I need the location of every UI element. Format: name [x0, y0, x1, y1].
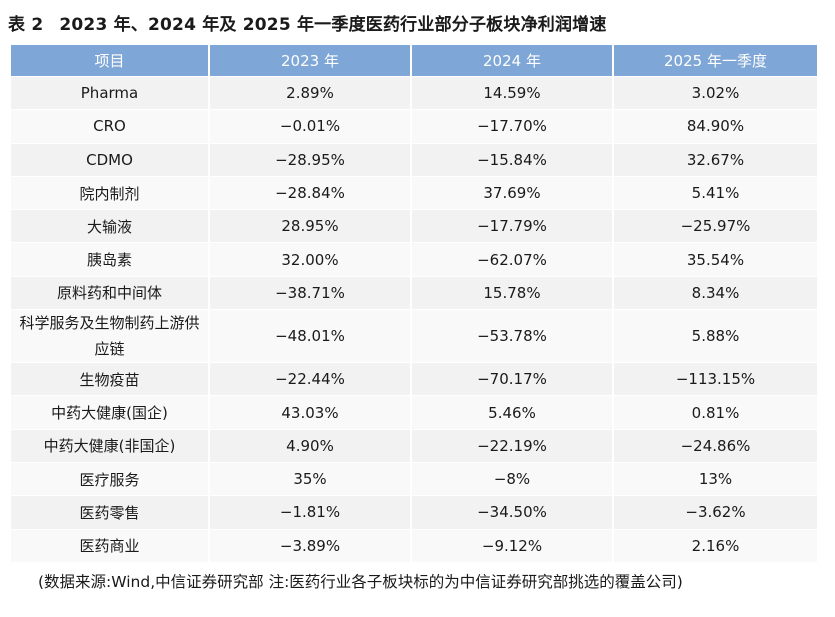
cell-2025q1: −113.15%	[614, 362, 817, 396]
header-item: 项目	[11, 45, 210, 76]
row-label: 科学服务及生物制药上游供应链	[11, 309, 210, 363]
cell-2024: −15.84%	[412, 142, 614, 176]
header-2024: 2024 年	[412, 45, 614, 76]
cell-2023: 2.89%	[210, 76, 412, 110]
table-row: 中药大健康(非国企) 4.90% −22.19% −24.86%	[11, 428, 817, 462]
cell-2024: −9.12%	[412, 528, 614, 562]
table-row: 科学服务及生物制药上游供应链 −48.01% −53.78% 5.88%	[11, 309, 817, 363]
source-note: (数据来源:Wind,中信证券研究部 注:医药行业各子板块标的为中信证券研究部挑…	[38, 573, 683, 591]
row-label: 原料药和中间体	[11, 275, 210, 310]
cell-2024: 14.59%	[412, 76, 614, 110]
row-label: 中药大健康(非国企)	[11, 428, 210, 462]
table-row: Pharma 2.89% 14.59% 3.02%	[11, 76, 817, 110]
row-label: 院内制剂	[11, 175, 210, 210]
cell-2025q1: 13%	[614, 461, 817, 496]
table-row: 大输液 28.95% −17.79% −25.97%	[11, 209, 817, 243]
cell-2023: 32.00%	[210, 242, 412, 276]
cell-2025q1: 84.90%	[614, 109, 817, 143]
row-label: 医疗服务	[11, 461, 210, 496]
cell-2025q1: 32.67%	[614, 142, 817, 176]
cell-2023: −1.81%	[210, 495, 412, 529]
cell-2023: −28.95%	[210, 142, 412, 176]
table-number: 表 2	[8, 15, 44, 35]
header-2023: 2023 年	[210, 45, 412, 76]
row-label: Pharma	[11, 76, 210, 110]
row-label-text: 科学服务及生物制药上游供应链	[19, 314, 200, 359]
cell-2024: −17.79%	[412, 209, 614, 243]
table-row: CRO −0.01% −17.70% 84.90%	[11, 109, 817, 143]
cell-2023: −3.89%	[210, 528, 412, 562]
cell-2025q1: −25.97%	[614, 209, 817, 243]
cell-2023: −0.01%	[210, 109, 412, 143]
header-row: 项目 2023 年 2024 年 2025 年一季度	[11, 45, 817, 76]
cell-2023: 35%	[210, 461, 412, 496]
cell-2025q1: 5.41%	[614, 175, 817, 210]
cell-2024: 37.69%	[412, 175, 614, 210]
cell-2023: −22.44%	[210, 362, 412, 396]
row-label: 中药大健康(国企)	[11, 395, 210, 429]
cell-2024: 15.78%	[412, 275, 614, 310]
cell-2023: 28.95%	[210, 209, 412, 243]
cell-2025q1: 3.02%	[614, 76, 817, 110]
cell-2024: −53.78%	[412, 309, 614, 363]
cell-2025q1: 0.81%	[614, 395, 817, 429]
cell-2023: −28.84%	[210, 175, 412, 210]
row-label: 医药零售	[11, 495, 210, 529]
header-2025q1: 2025 年一季度	[614, 45, 817, 76]
cell-2024: −62.07%	[412, 242, 614, 276]
table-row: 生物疫苗 −22.44% −70.17% −113.15%	[11, 362, 817, 396]
row-label: 医药商业	[11, 528, 210, 562]
table-row: 医药商业 −3.89% −9.12% 2.16%	[11, 528, 817, 562]
table-title-text: 2023 年、2024 年及 2025 年一季度医药行业部分子板块净利润增速	[59, 15, 607, 35]
row-label: 大输液	[11, 209, 210, 243]
cell-2024: 5.46%	[412, 395, 614, 429]
table-row: 原料药和中间体 −38.71% 15.78% 8.34%	[11, 275, 817, 310]
table-row: 中药大健康(国企) 43.03% 5.46% 0.81%	[11, 395, 817, 429]
cell-2024: −70.17%	[412, 362, 614, 396]
cell-2025q1: 5.88%	[614, 309, 817, 363]
cell-2025q1: −24.86%	[614, 428, 817, 462]
table-row: CDMO −28.95% −15.84% 32.67%	[11, 142, 817, 176]
cell-2025q1: 8.34%	[614, 275, 817, 310]
cell-2025q1: 2.16%	[614, 528, 817, 562]
cell-2024: −22.19%	[412, 428, 614, 462]
row-label: 生物疫苗	[11, 362, 210, 396]
table-row: 院内制剂 −28.84% 37.69% 5.41%	[11, 175, 817, 210]
row-label: CRO	[11, 109, 210, 143]
row-label: 胰岛素	[11, 242, 210, 276]
table-row: 胰岛素 32.00% −62.07% 35.54%	[11, 242, 817, 276]
cell-2025q1: −3.62%	[614, 495, 817, 529]
cell-2024: −34.50%	[412, 495, 614, 529]
cell-2023: −48.01%	[210, 309, 412, 363]
cell-2023: 4.90%	[210, 428, 412, 462]
table-row: 医药零售 −1.81% −34.50% −3.62%	[11, 495, 817, 529]
cell-2023: 43.03%	[210, 395, 412, 429]
row-label: CDMO	[11, 142, 210, 176]
growth-table: 项目 2023 年 2024 年 2025 年一季度 Pharma 2.89% …	[11, 45, 817, 562]
cell-2024: −8%	[412, 461, 614, 496]
cell-2024: −17.70%	[412, 109, 614, 143]
cell-2025q1: 35.54%	[614, 242, 817, 276]
cell-2023: −38.71%	[210, 275, 412, 310]
table-row: 医疗服务 35% −8% 13%	[11, 461, 817, 496]
table-title: 表 2 2023 年、2024 年及 2025 年一季度医药行业部分子板块净利润增…	[8, 10, 607, 35]
